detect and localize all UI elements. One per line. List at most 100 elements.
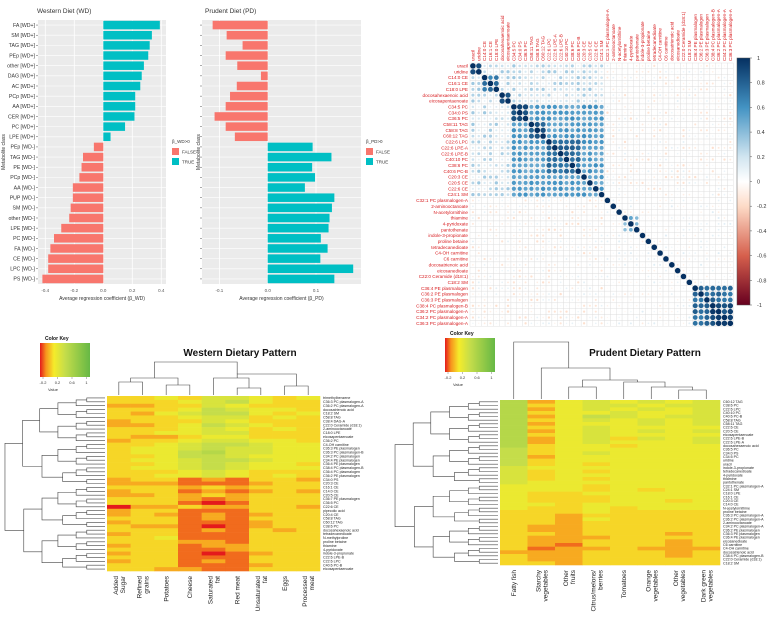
correlation-circle bbox=[677, 212, 678, 213]
correlation-circle bbox=[490, 258, 492, 260]
correlation-circle bbox=[572, 294, 573, 295]
bar bbox=[103, 92, 135, 101]
correlation-circle bbox=[548, 82, 550, 84]
correlation-circle bbox=[706, 223, 708, 225]
heatmap-cell bbox=[154, 412, 178, 416]
heatmap-cell bbox=[107, 509, 131, 513]
correlation-circle bbox=[507, 322, 509, 324]
correlation-circle bbox=[495, 153, 497, 155]
correlation-circle bbox=[606, 170, 608, 172]
correlation-circle bbox=[594, 134, 598, 138]
correlation-circle bbox=[683, 294, 684, 295]
correlation-circle bbox=[540, 128, 545, 133]
correlation-circle bbox=[618, 188, 620, 190]
correlation-circle bbox=[525, 287, 527, 289]
heatmap-cell bbox=[154, 505, 178, 509]
heatmap-cell bbox=[225, 532, 249, 536]
heatmap-cell bbox=[178, 454, 202, 458]
correlation-circle bbox=[560, 259, 561, 260]
correlation-circle bbox=[665, 264, 666, 265]
heatmap-cell bbox=[693, 400, 721, 404]
correlation-circle bbox=[495, 205, 497, 207]
correlation-circle bbox=[730, 71, 731, 72]
correlation-circle bbox=[572, 305, 573, 306]
correlation-circle bbox=[677, 194, 678, 195]
column-dendrogram-branch bbox=[154, 362, 237, 378]
correlation-circle bbox=[648, 153, 650, 155]
heatmap-cell bbox=[273, 544, 297, 548]
correlation-circle bbox=[601, 200, 603, 202]
correlation-circle bbox=[507, 117, 509, 119]
heatmap-cell bbox=[107, 517, 131, 521]
correlation-circle bbox=[706, 276, 708, 278]
heatmap-cell bbox=[273, 478, 297, 482]
correlation-circle bbox=[501, 223, 503, 225]
correlation-circle bbox=[718, 282, 720, 284]
heatmap-cell bbox=[107, 520, 131, 524]
heatmap-cell bbox=[178, 415, 202, 419]
correlation-circle bbox=[612, 141, 614, 143]
correlation-circle bbox=[594, 82, 597, 85]
correlation-circle bbox=[478, 293, 479, 294]
correlation-circle bbox=[536, 82, 539, 85]
correlation-circle bbox=[478, 258, 480, 260]
heatmap-cell bbox=[202, 400, 226, 404]
correlation-circle bbox=[472, 235, 473, 236]
correlation-circle bbox=[541, 169, 545, 173]
correlation-circle bbox=[565, 94, 568, 97]
correlation-circle bbox=[642, 317, 643, 318]
correlation-circle bbox=[689, 311, 690, 312]
correlation-circle bbox=[666, 253, 667, 254]
column-label: tetradecanedioate bbox=[652, 24, 657, 61]
heatmap-cell bbox=[249, 454, 273, 458]
heatmap-cell bbox=[107, 489, 131, 493]
correlation-circle bbox=[677, 124, 679, 126]
heatmap-cell bbox=[154, 408, 178, 412]
heatmap-cell bbox=[202, 544, 226, 548]
correlation-circle bbox=[531, 200, 533, 202]
heatmap-cell bbox=[107, 552, 131, 556]
correlation-circle bbox=[718, 229, 720, 231]
heatmap-cell bbox=[249, 458, 273, 462]
correlation-circle bbox=[728, 292, 733, 297]
correlation-circle bbox=[507, 264, 509, 266]
row-label: C36:3 PE plasmalogen bbox=[421, 298, 468, 303]
correlation-circle bbox=[583, 205, 585, 207]
correlation-circle bbox=[607, 323, 608, 324]
correlation-circle bbox=[584, 276, 585, 277]
correlation-circle bbox=[495, 106, 497, 108]
legend-swatch-true bbox=[172, 158, 179, 165]
row-label: C20:3 CE bbox=[448, 175, 468, 180]
heatmap-cell bbox=[296, 536, 320, 540]
correlation-circle bbox=[710, 297, 715, 302]
correlation-circle bbox=[495, 123, 498, 126]
heatmap-cell bbox=[178, 532, 202, 536]
correlation-circle bbox=[507, 211, 509, 213]
heatmap-cell bbox=[296, 493, 320, 497]
column-label: uracil bbox=[471, 50, 476, 61]
heatmap-cell bbox=[202, 431, 226, 435]
correlation-circle bbox=[730, 218, 731, 219]
heatmap-cell bbox=[225, 447, 249, 451]
colorbar-tick-label: -0.6 bbox=[757, 254, 766, 260]
correlation-circle bbox=[507, 293, 508, 294]
correlation-circle bbox=[648, 276, 650, 278]
correlation-circle bbox=[472, 152, 475, 155]
correlation-circle bbox=[613, 276, 614, 277]
correlation-circle bbox=[683, 200, 685, 202]
heatmap-cell bbox=[249, 478, 273, 482]
correlation-circle bbox=[589, 206, 590, 207]
correlation-circle bbox=[518, 100, 521, 103]
correlation-circle bbox=[730, 183, 731, 184]
correlation-circle bbox=[471, 88, 474, 91]
bar bbox=[61, 224, 103, 233]
correlation-circle bbox=[537, 270, 538, 271]
correlation-circle bbox=[518, 70, 521, 73]
heatmap-cell bbox=[131, 415, 155, 419]
correlation-circle bbox=[618, 264, 620, 266]
correlation-circle bbox=[612, 153, 614, 155]
correlation-circle bbox=[618, 270, 620, 272]
correlation-circle bbox=[501, 112, 503, 114]
correlation-circle bbox=[642, 171, 643, 172]
